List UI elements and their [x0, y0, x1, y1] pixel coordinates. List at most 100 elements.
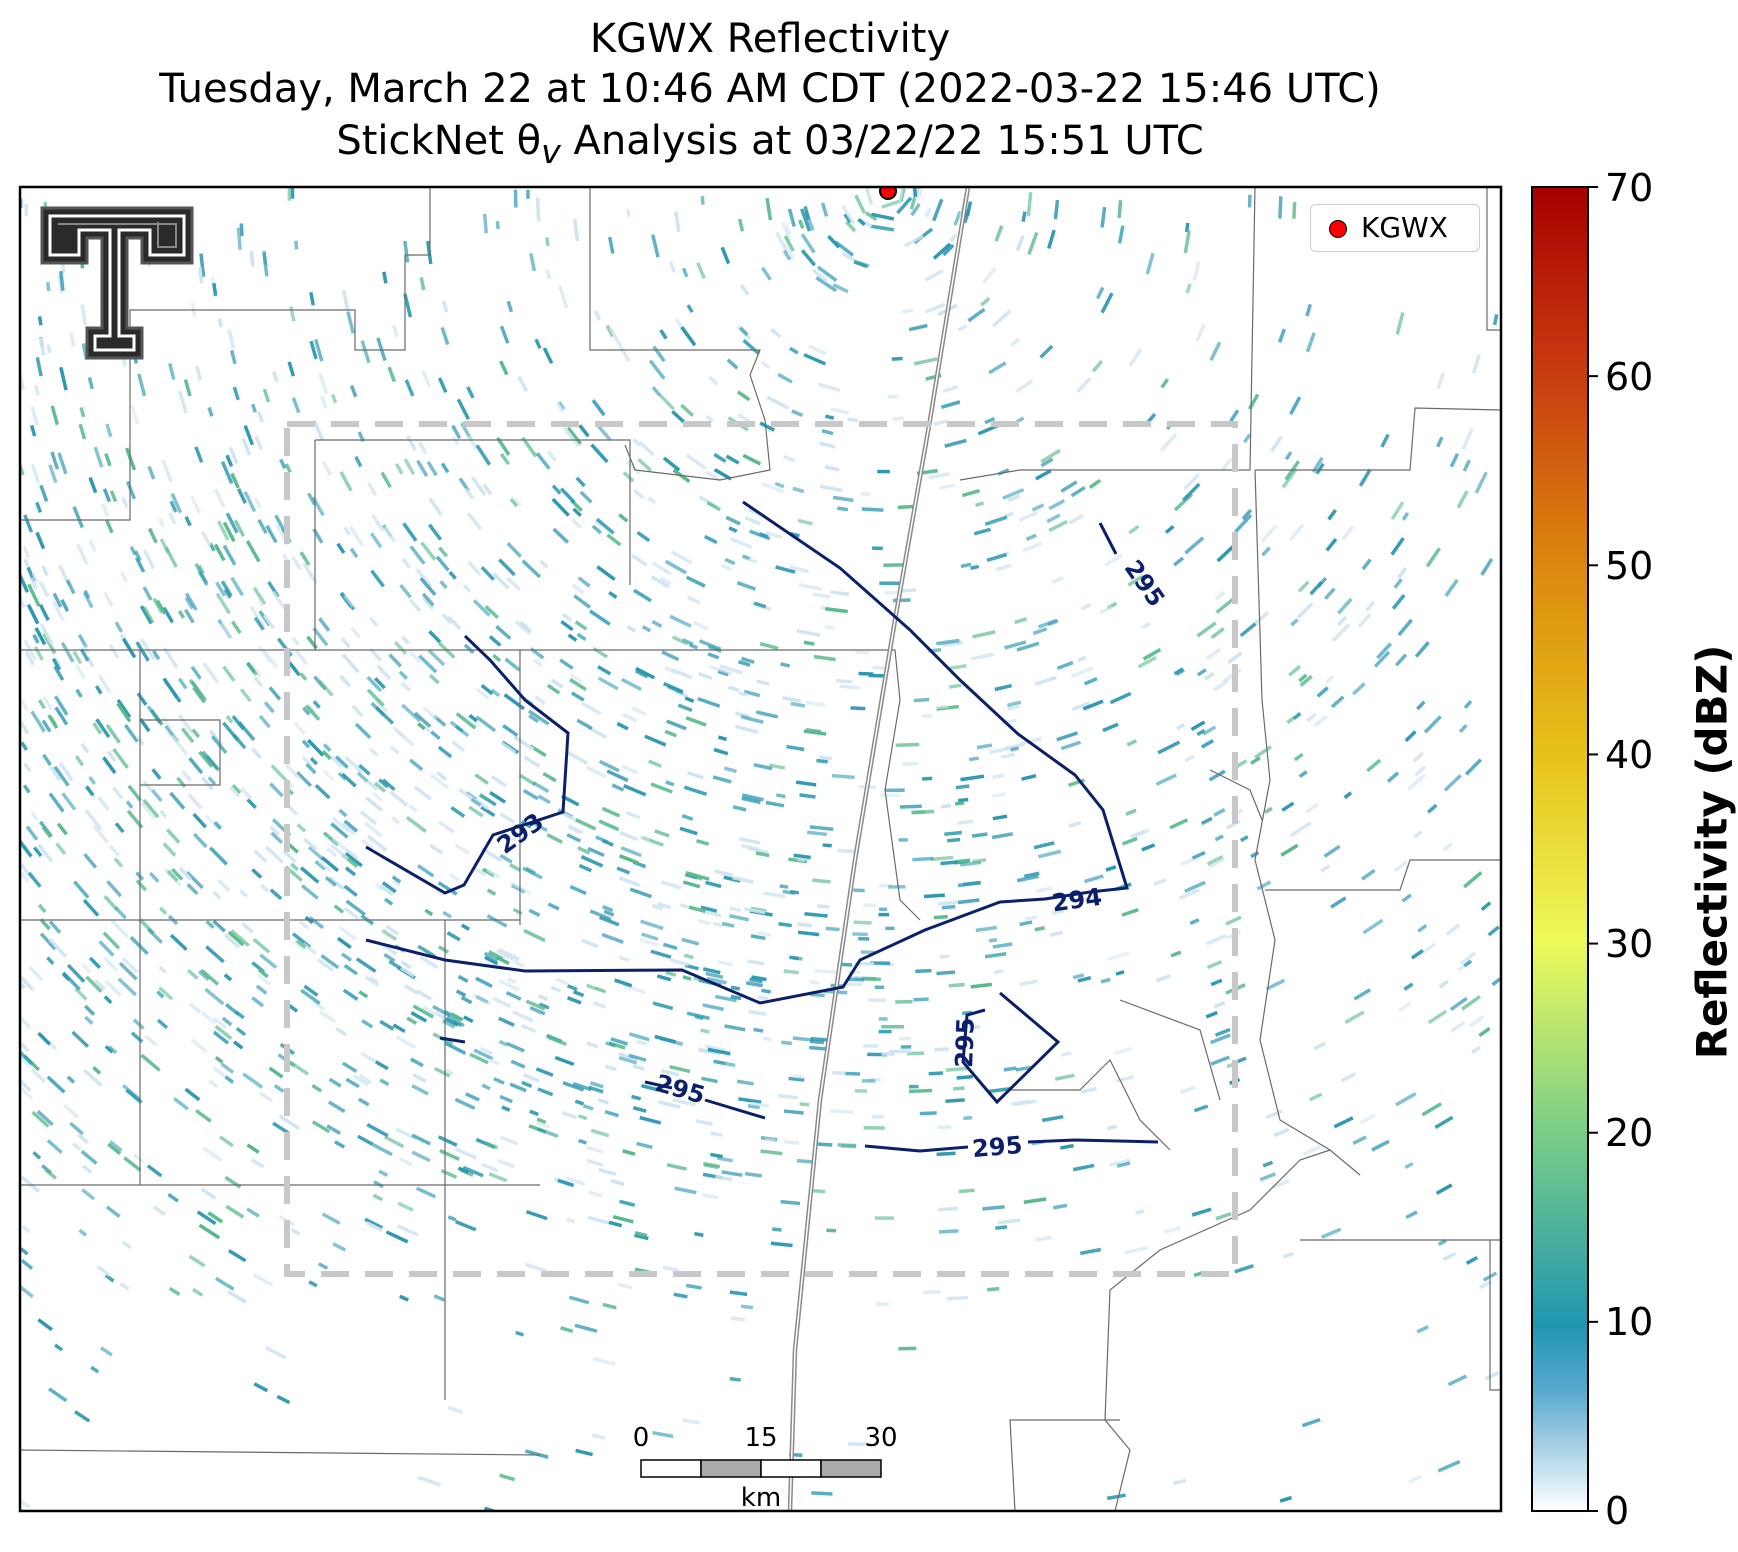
echo-gate	[994, 225, 1004, 242]
echo-gate	[1128, 348, 1143, 367]
echo-gate	[380, 471, 392, 489]
echo-gate	[732, 805, 747, 812]
echo-gate	[357, 1097, 370, 1107]
echo-gate	[891, 356, 903, 361]
echo-gate	[287, 187, 292, 201]
echo-gate	[102, 931, 121, 950]
echo-gate	[1128, 524, 1140, 535]
echo-gate	[135, 879, 148, 892]
echo-gate	[1190, 720, 1206, 731]
echo-gate	[52, 592, 63, 608]
echo-gate	[204, 814, 221, 831]
echo-gate	[270, 831, 284, 844]
echo-gate	[42, 632, 57, 655]
echo-gate	[104, 1273, 115, 1283]
echo-gate	[426, 460, 438, 477]
echo-gate	[1203, 671, 1215, 681]
echo-gate	[878, 1029, 892, 1034]
echo-gate	[383, 1135, 405, 1149]
echo-gate	[246, 798, 257, 809]
echo-gate	[881, 1024, 904, 1029]
echo-gate	[975, 925, 998, 933]
echo-gate	[116, 698, 132, 719]
echo-gate	[603, 909, 615, 917]
echo-gate	[1313, 1041, 1326, 1051]
echo-gate	[1491, 977, 1501, 987]
echo-gate	[755, 851, 770, 858]
echo-gate	[737, 413, 752, 424]
echo-gate	[1320, 864, 1331, 873]
echo-gate	[357, 431, 366, 443]
echo-gate	[521, 1080, 533, 1088]
echo-gate	[78, 1228, 88, 1237]
echo-gate	[216, 520, 230, 541]
echo-gate	[931, 198, 944, 222]
echo-gate	[682, 975, 692, 981]
echo-gate	[610, 1037, 629, 1046]
echo-gate	[360, 1051, 381, 1066]
echo-gate	[177, 677, 188, 690]
echo-gate	[1206, 855, 1224, 866]
echo-gate	[301, 706, 311, 716]
echo-gate	[680, 326, 697, 347]
echo-gate	[54, 1343, 64, 1352]
echo-gate	[1048, 519, 1069, 533]
echo-gate	[921, 713, 932, 719]
echo-gate	[219, 622, 233, 639]
echo-gate	[110, 919, 129, 938]
echo-gate	[104, 452, 112, 467]
echo-gate	[90, 1365, 100, 1374]
echo-gate	[1059, 1143, 1074, 1150]
echo-gate	[591, 399, 606, 417]
echo-gate	[408, 598, 422, 613]
echo-gate	[222, 544, 237, 566]
echo-gate	[75, 664, 87, 680]
echo-gate	[339, 471, 353, 492]
echo-gate	[667, 684, 684, 695]
echo-gate	[393, 640, 408, 655]
echo-gate	[53, 665, 65, 681]
echo-gate	[845, 220, 857, 233]
echo-gate	[527, 709, 550, 726]
echo-gate	[863, 903, 877, 908]
echo-gate	[405, 815, 427, 833]
echo-gate	[723, 766, 737, 774]
echo-gate	[1320, 1227, 1342, 1239]
echo-gate	[201, 776, 214, 791]
echo-gate	[251, 996, 265, 1008]
echo-gate	[573, 594, 592, 609]
echo-gate	[560, 620, 574, 632]
echo-gate	[593, 310, 602, 321]
echo-gate	[39, 484, 49, 502]
echo-gate	[1039, 344, 1054, 359]
echo-gate	[1242, 433, 1252, 444]
echo-gate	[1077, 976, 1092, 983]
echo-gate	[1442, 841, 1454, 852]
echo-gate	[198, 1223, 221, 1240]
echo-gate	[401, 557, 412, 569]
echo-gate	[76, 543, 89, 566]
echo-gate	[954, 801, 965, 806]
echo-gate	[240, 787, 253, 801]
echo-gate	[729, 1290, 748, 1297]
echo-gate	[551, 497, 570, 517]
echo-gate	[32, 634, 40, 644]
echo-gate	[1189, 918, 1200, 925]
echo-gate	[225, 1204, 245, 1219]
echo-gate	[437, 945, 450, 954]
echo-gate	[158, 965, 167, 974]
echo-gate	[262, 649, 279, 669]
echo-gate	[1184, 536, 1205, 555]
echo-gate	[738, 690, 748, 697]
echo-gate	[488, 950, 504, 961]
echo-gate	[334, 755, 349, 769]
echo-gate	[1290, 618, 1299, 627]
echo-gate	[419, 577, 437, 596]
echo-gate	[278, 1114, 301, 1131]
echo-gate	[777, 1093, 799, 1100]
echo-gate	[381, 929, 398, 942]
echo-gate	[227, 1249, 247, 1263]
echo-gate	[436, 771, 448, 781]
echo-gate	[631, 706, 648, 717]
echo-gate	[81, 1164, 93, 1175]
